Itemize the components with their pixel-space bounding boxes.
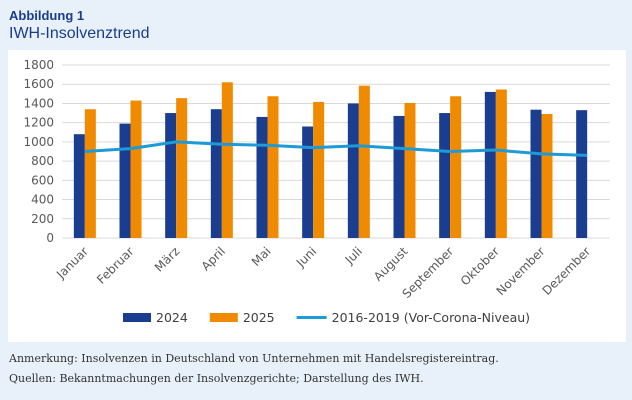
y-tick-label: 1200	[23, 116, 54, 130]
y-tick-label: 1800	[23, 58, 54, 72]
bar-2024-September	[439, 113, 451, 238]
bar-2024-Oktober	[484, 91, 496, 239]
bar-2025-April	[221, 82, 233, 238]
bar-2025-Mai	[267, 96, 279, 238]
y-tick-label: 800	[31, 154, 54, 168]
y-tick-label: 400	[31, 193, 54, 207]
bar-2024-Juni	[302, 126, 314, 238]
y-tick-label: 200	[31, 212, 54, 226]
x-tick-label: August	[371, 244, 411, 284]
bar-2025-Januar	[84, 109, 96, 238]
legend-swatch	[209, 313, 238, 322]
y-tick-label: 600	[31, 173, 54, 187]
x-tick-label: Februar	[94, 244, 137, 287]
x-tick-label: Januar	[53, 244, 91, 282]
bar-2025-Oktober	[495, 89, 507, 238]
note-sources: Quellen: Bekanntmachungen der Insolvenzg…	[9, 372, 424, 385]
x-tick-label: Dezember	[540, 244, 594, 298]
legend-label: 2024	[156, 310, 188, 325]
bar-2024-Juli	[347, 103, 359, 238]
x-tick-label: Juli	[342, 244, 365, 267]
bar-2024-Dezember	[576, 110, 588, 238]
x-tick-label: Juni	[293, 244, 319, 270]
bar-2024-November	[530, 109, 542, 238]
line-series	[84, 140, 588, 157]
bar-2025-Juni	[313, 102, 325, 238]
y-tick-label: 1000	[23, 135, 54, 149]
y-tick-label: 1600	[23, 77, 54, 91]
y-tick-label: 0	[46, 231, 54, 245]
chart-panel: 0 200 400 600 800 1000 1200 1400 1600 1800 Januar F…	[8, 50, 626, 342]
chart-title: IWH-Insolvenztrend	[9, 25, 150, 42]
bar-2025-November	[541, 114, 553, 238]
x-tick-label: April	[199, 244, 228, 273]
x-tick-label: Mai	[249, 244, 274, 269]
legend-label: 2025	[243, 310, 275, 325]
bar-2025-Juli	[358, 85, 370, 239]
bar-2024-Februar	[119, 123, 131, 238]
figure-label: Abbildung 1	[9, 8, 85, 23]
bar-2024-Januar	[73, 134, 85, 238]
x-tick-label: Oktober	[458, 244, 502, 288]
y-tick-label: 1400	[23, 96, 54, 110]
chart: 0 200 400 600 800 1000 1200 1400 1600 1800 Januar F…	[23, 58, 610, 325]
bar-2024-März	[165, 113, 177, 238]
bar-2025-August	[404, 102, 416, 238]
bar-2025-Februar	[130, 100, 142, 238]
legend-label: 2016-2019 (Vor-Corona-Niveau)	[332, 310, 530, 325]
x-tick-label: März	[152, 244, 182, 274]
x-tick-label: November	[494, 244, 548, 298]
bar-2025-September	[450, 96, 462, 238]
bar-2024-August	[393, 115, 405, 238]
bar-2024-Mai	[256, 116, 268, 238]
bar-2024-April	[210, 109, 222, 238]
bar-2025-März	[176, 98, 188, 239]
legend-swatch	[123, 313, 151, 322]
note-remark: Anmerkung: Insolvenzen in Deutschland vo…	[9, 352, 499, 365]
